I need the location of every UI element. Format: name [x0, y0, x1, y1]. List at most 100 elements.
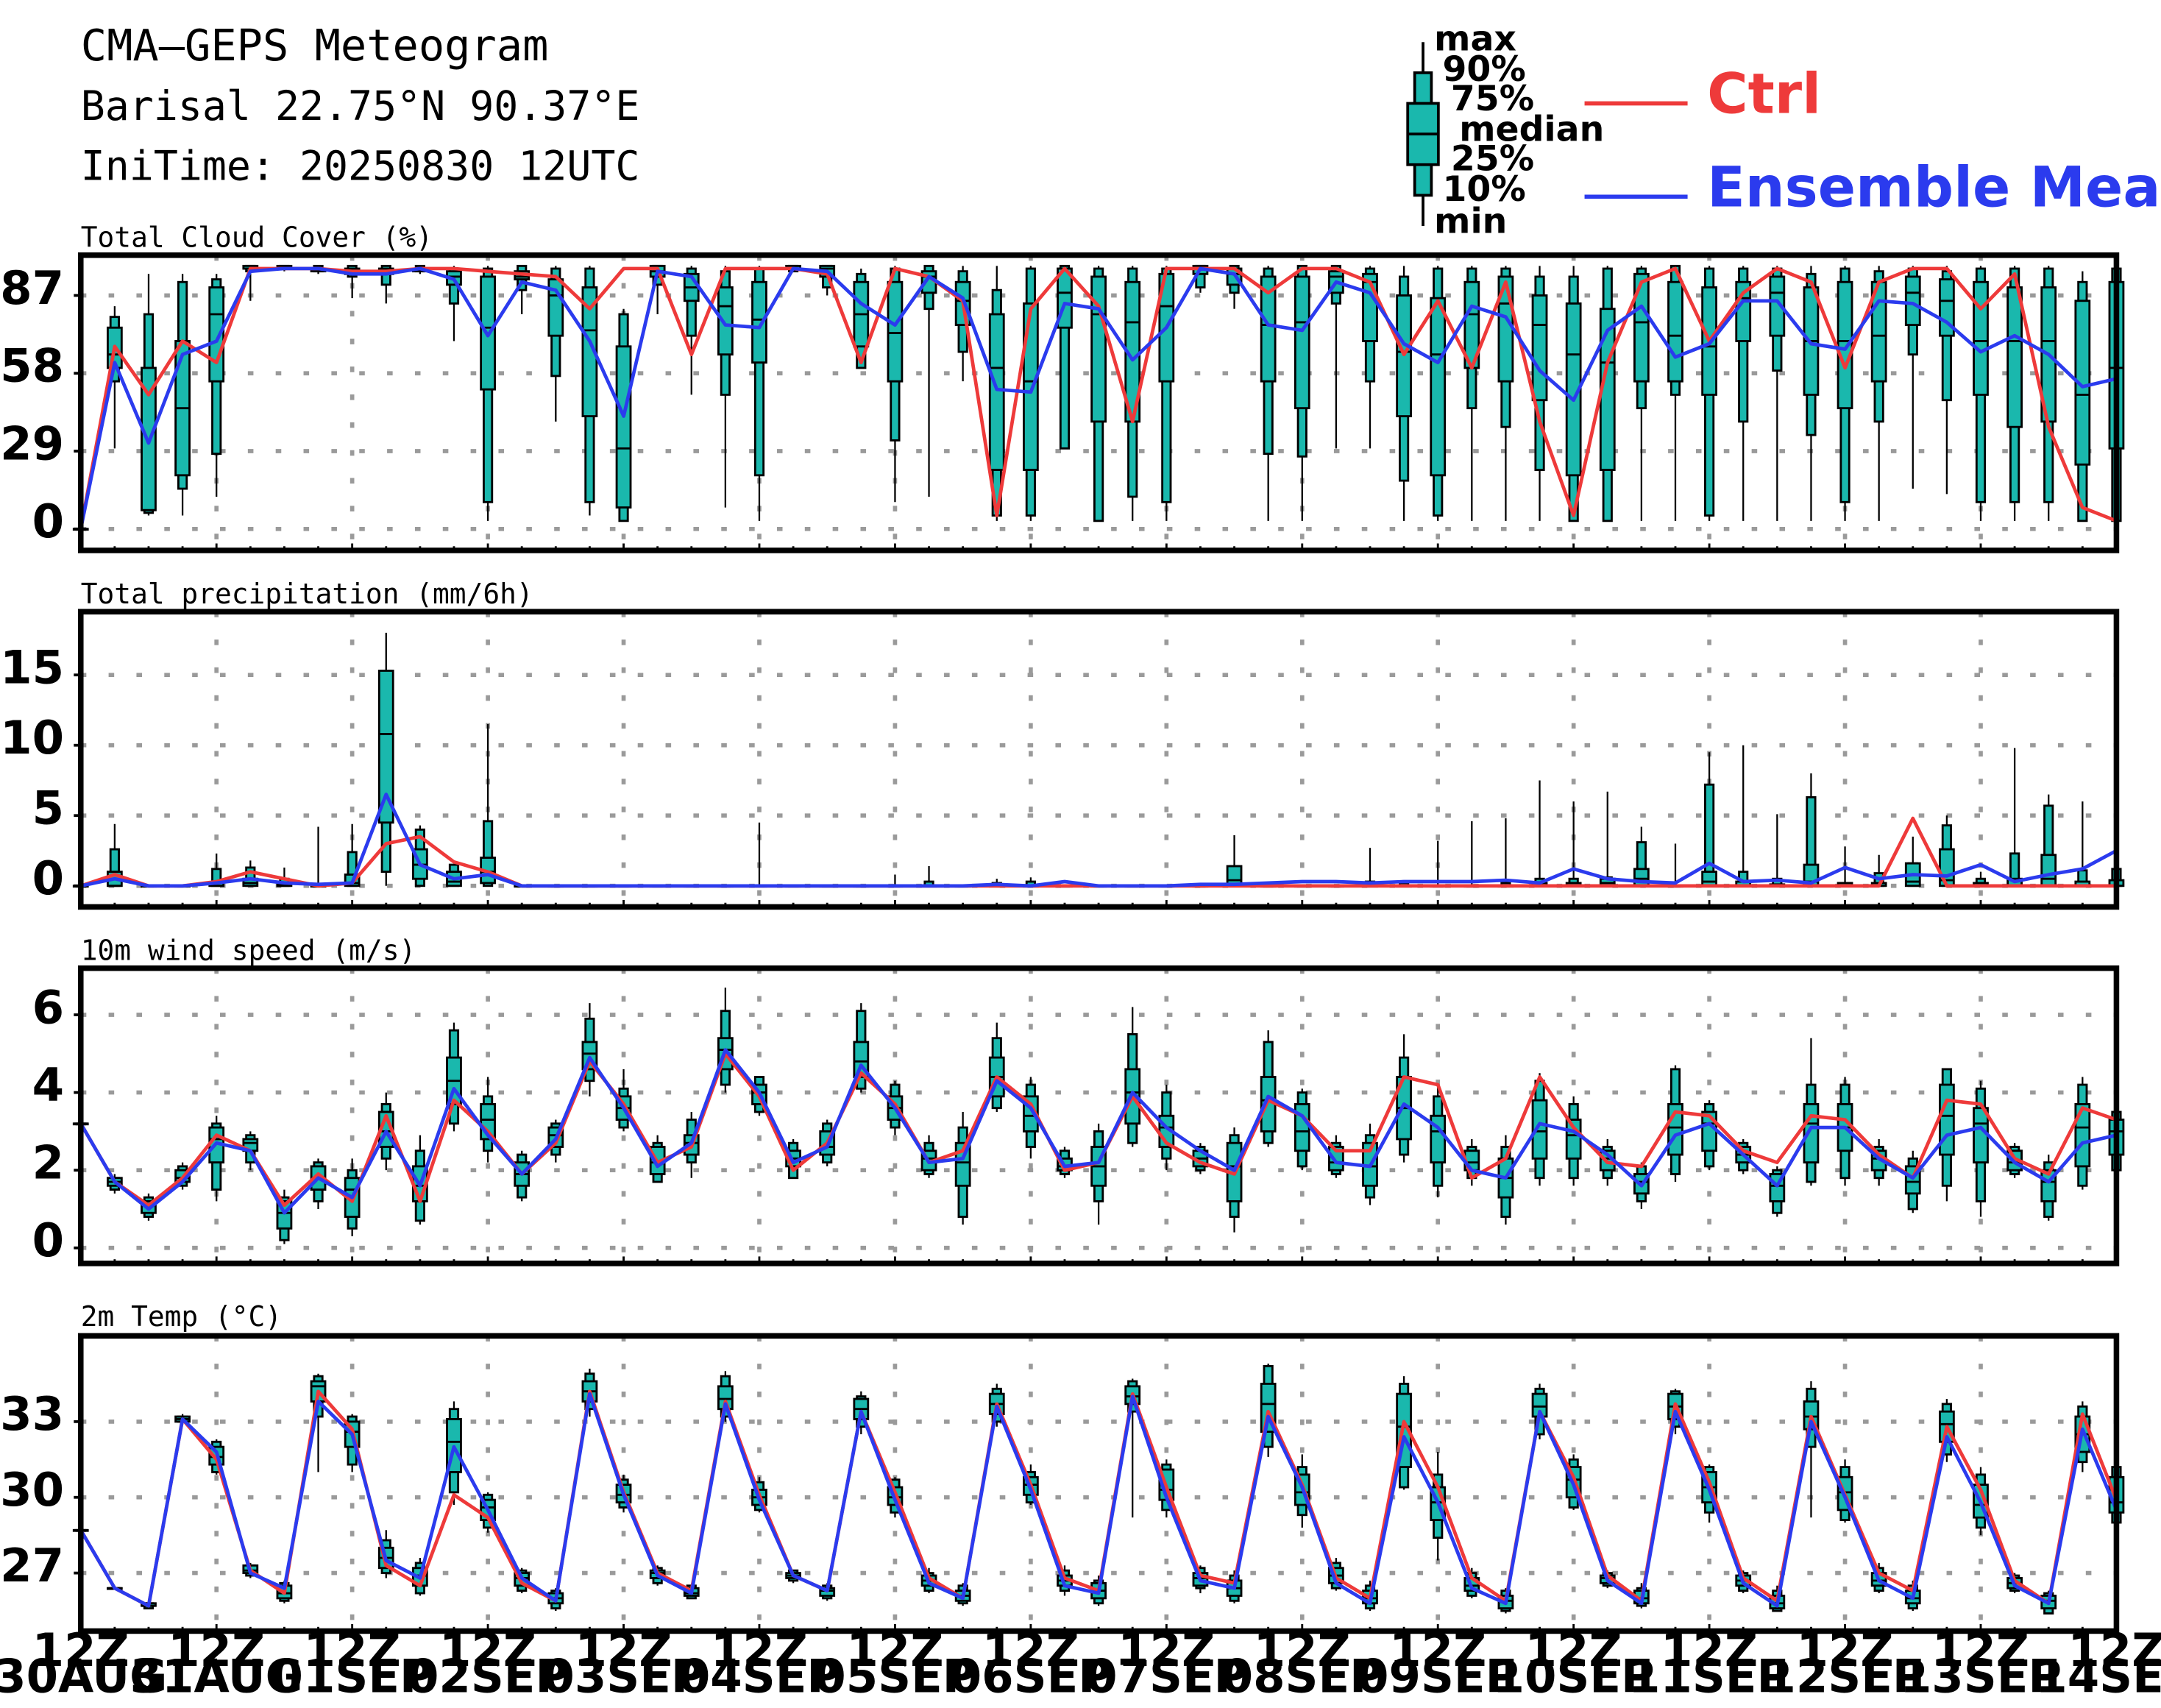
ensemble-box: [1667, 1065, 1683, 1183]
p25-p75-box: [1531, 1099, 1548, 1160]
x-tick-label-hour: 12Z: [1118, 1623, 1215, 1677]
ensemble-box: [920, 264, 937, 497]
ensemble-box: [1124, 266, 1141, 521]
p25-p75-box: [1701, 871, 1717, 887]
legend-median-label: median: [1459, 110, 1604, 150]
ensemble-box: [2074, 1077, 2091, 1190]
ensemble-box: [1463, 266, 1480, 521]
y-tick-label: 10: [0, 711, 64, 765]
x-tick-label-date: 02SEP: [407, 1650, 569, 1704]
x-tick-label-date: 08SEP: [1221, 1650, 1383, 1704]
p10-p90-box: [1704, 783, 1715, 887]
ensemble-box: [208, 274, 225, 497]
x-tick-label-hour: 12Z: [711, 1623, 808, 1677]
legend-p90-label: 90%: [1443, 49, 1526, 90]
ensemble-box: [1769, 266, 1786, 521]
init-time-label: IniTime: 20250830 12UTC: [81, 143, 640, 190]
ensemble-box: [1057, 264, 1073, 450]
y-tick-label: 2: [32, 1136, 64, 1190]
x-tick-label-date: 14SEP: [2035, 1650, 2161, 1704]
p25-p75-box: [2074, 300, 2091, 466]
ensemble-box: [717, 1371, 734, 1422]
x-tick-label-date: 05SEP: [814, 1650, 976, 1704]
ensemble-box: [2006, 266, 2023, 521]
ensemble-box: [1735, 266, 1752, 521]
ensemble-box: [1870, 854, 1887, 887]
p10-p90-box: [1059, 264, 1071, 450]
panel-title: Total Cloud Cover (%): [81, 221, 433, 253]
ensemble-box: [1565, 801, 1582, 887]
ensemble-box: [1294, 1088, 1310, 1171]
y-tick-label: 27: [0, 1539, 64, 1592]
ensemble-box: [1667, 264, 1683, 521]
location-label: Barisal 22.75°N 90.37°E: [81, 82, 640, 130]
p25-p75-box: [2040, 854, 2057, 887]
ensemble-box: [1022, 1077, 1039, 1159]
panels: Total Cloud Cover (%) 0 29 58 87 Total precip…: [0, 221, 2125, 1634]
ensemble-box: [751, 266, 767, 521]
x-tick-label-date: 30AUG: [0, 1650, 167, 1704]
ensemble-box: [310, 826, 327, 888]
x-tick-label-hour: 12Z: [1796, 1623, 1893, 1677]
x-tick-label-hour: 12Z: [168, 1623, 265, 1677]
x-tick-label-date: 13SEP: [1900, 1650, 2062, 1704]
ensemble-box: [480, 724, 496, 887]
panel-title: 10m wind speed (m/s): [81, 934, 416, 966]
series-line-ensemble-mean: [80, 793, 2118, 888]
ensemble-box: [514, 1150, 531, 1202]
y-tick-label: 30: [0, 1463, 64, 1517]
ensemble-box: [1769, 814, 1786, 887]
p25-p75-box: [1430, 297, 1447, 477]
y-tick-label: 5: [32, 782, 64, 835]
x-tick-label-hour: 12Z: [304, 1623, 401, 1677]
p25-p75-box: [1022, 302, 1039, 471]
ensemble-box: [581, 1003, 598, 1096]
legend-p75-label: 75%: [1451, 79, 1534, 119]
p25-p75-box: [581, 286, 598, 418]
ensemble-box: [1599, 791, 1616, 887]
series-line-ensemble-mean: [79, 1392, 2118, 1608]
ensemble-box: [1904, 1150, 1921, 1213]
x-tick-label-date: 06SEP: [950, 1650, 1112, 1704]
box-legend: max 90% 75% median 25% 10% min: [1406, 19, 1604, 241]
x-tick-label-date: 09SEP: [1357, 1650, 1519, 1704]
ensemble-box: [1803, 773, 1820, 887]
x-tick-label-date: 07SEP: [1085, 1650, 1247, 1704]
ensemble-box: [1599, 266, 1616, 522]
ensemble-box: [1430, 840, 1447, 888]
ensemble-box: [1531, 780, 1548, 887]
p25-p75-box: [717, 286, 734, 356]
p25-p75-box: [1837, 280, 1853, 410]
ensemble-box: [480, 266, 496, 521]
ensemble-box: [377, 632, 394, 886]
x-tick-label-hour: 12Z: [1254, 1623, 1351, 1677]
ensemble-box: [1803, 1038, 1820, 1186]
p25-p75-box: [887, 280, 904, 383]
x-tick-label-hour: 12Z: [1525, 1623, 1622, 1677]
ensemble-box: [920, 866, 937, 888]
ensemble-box: [581, 266, 598, 516]
legend-p25-label: 25%: [1451, 138, 1534, 179]
p25-p75-box: [1973, 1107, 1989, 1164]
p10-p90-box: [686, 267, 697, 337]
ensemble-box: [480, 1077, 496, 1163]
y-tick-label: 0: [32, 1213, 64, 1267]
ensemble-box: [887, 266, 904, 503]
ensemble-box: [2074, 271, 2091, 522]
legend-min-label: min: [1434, 201, 1507, 241]
legend-mean-label: Ensemble Mean: [1707, 155, 2161, 220]
ensemble-box: [1226, 834, 1243, 887]
x-tick-label-hour: 12Z: [982, 1623, 1079, 1677]
ensemble-box: [1633, 266, 1650, 521]
x-tick-label-date: 31AUG: [130, 1650, 303, 1704]
ensemble-box: [1870, 266, 1887, 521]
panel-title: Total precipitation (mm/6h): [81, 578, 533, 610]
ensemble-box: [174, 274, 191, 516]
ensemble-box: [1260, 266, 1277, 521]
ensemble-box: [1327, 264, 1344, 449]
ensemble-box: [1973, 1080, 1989, 1217]
p25-p75-box: [1260, 275, 1277, 383]
x-tick-label-hour: 12Z: [32, 1623, 129, 1677]
